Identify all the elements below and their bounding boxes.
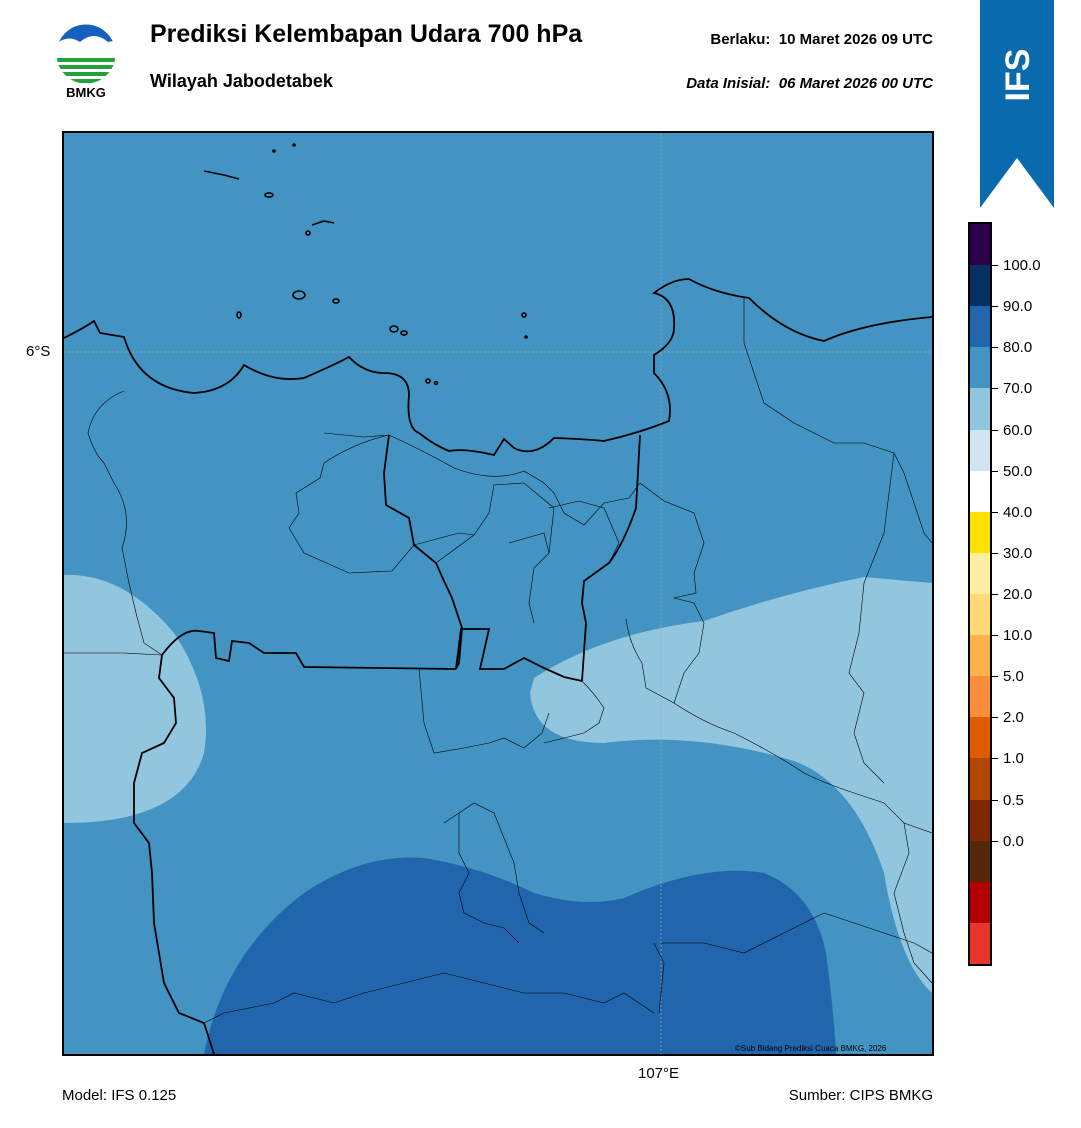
colorbar-tick xyxy=(992,676,998,678)
ribbon-text: IFS xyxy=(999,49,1037,102)
colorbar-tick-label: 50.0 xyxy=(1003,462,1033,480)
source-label: Sumber: CIPS BMKG xyxy=(788,1087,933,1104)
colorbar-segment xyxy=(970,594,990,636)
colorbar-tick xyxy=(992,388,998,390)
colorbar-segment xyxy=(970,758,990,801)
page-title: Prediksi Kelembapan Udara 700 hPa xyxy=(150,20,583,48)
colorbar-segment xyxy=(970,429,990,472)
initial-value: 06 Maret 2026 00 UTC xyxy=(778,75,933,92)
colorbar-tick xyxy=(992,511,998,513)
colorbar xyxy=(968,222,992,966)
colorbar-tick-label: 70.0 xyxy=(1003,380,1033,398)
valid-label: Berlaku: xyxy=(710,31,771,48)
colorbar-segment xyxy=(970,635,990,677)
colorbar-tick xyxy=(992,635,998,637)
colorbar-tick-label: 100.0 xyxy=(1003,257,1041,275)
colorbar-tick xyxy=(992,758,998,760)
colorbar-segment xyxy=(970,881,990,924)
colorbar-segment xyxy=(970,265,990,307)
colorbar-tick xyxy=(992,347,998,349)
colorbar-segment xyxy=(970,799,990,842)
colorbar-tick-label: 40.0 xyxy=(1003,503,1033,521)
colorbar-tick xyxy=(992,552,998,554)
ifs-ribbon xyxy=(980,0,1054,208)
logo-text: BMKG xyxy=(66,85,106,100)
model-label: Model: IFS 0.125 xyxy=(62,1087,177,1104)
colorbar-segment xyxy=(970,224,990,266)
colorbar-tick-label: 5.0 xyxy=(1003,668,1024,686)
colorbar-segment xyxy=(970,922,990,965)
colorbar-tick xyxy=(992,429,998,431)
colorbar-segment xyxy=(970,306,990,348)
colorbar-segment xyxy=(970,388,990,431)
colorbar-tick-label: 0.0 xyxy=(1003,832,1024,850)
page-subtitle: Wilayah Jabodetabek xyxy=(150,71,333,91)
latitude-label: 6°S xyxy=(26,343,51,360)
valid-time: Berlaku: 10 Maret 2026 09 UTC xyxy=(710,31,933,48)
colorbar-tick-label: 10.0 xyxy=(1003,627,1033,645)
colorbar-segment xyxy=(970,470,990,513)
colorbar-segment xyxy=(970,717,990,759)
colorbar-tick-label: 80.0 xyxy=(1003,339,1033,357)
colorbar-tick xyxy=(992,470,998,472)
initial-time: Data Inisial: 06 Maret 2026 00 UTC xyxy=(686,75,933,92)
humidity-map xyxy=(62,131,934,1056)
ifs-ribbon-label: IFS xyxy=(999,49,1037,102)
colorbar-tick xyxy=(992,306,998,308)
colorbar-tick xyxy=(992,265,998,267)
colorbar-tick xyxy=(992,717,998,719)
colorbar-tick-label: 90.0 xyxy=(1003,298,1033,316)
colorbar-segment xyxy=(970,676,990,718)
colorbar-tick-label: 2.0 xyxy=(1003,709,1024,727)
colorbar-tick-label: 20.0 xyxy=(1003,586,1033,603)
colorbar-tick xyxy=(992,840,998,842)
initial-label: Data Inisial: xyxy=(686,75,771,92)
colorbar-tick-label: 60.0 xyxy=(1003,421,1033,439)
bmkg-logo-icon xyxy=(55,23,117,85)
colorbar-tick xyxy=(992,594,998,595)
colorbar-segment xyxy=(970,840,990,883)
colorbar-segment xyxy=(970,347,990,389)
longitude-label: 107°E xyxy=(638,1065,680,1082)
valid-value: 10 Maret 2026 09 UTC xyxy=(778,31,933,48)
colorbar-tick-label: 1.0 xyxy=(1003,750,1024,768)
colorbar-tick-label: 0.5 xyxy=(1003,791,1024,809)
colorbar-tick xyxy=(992,799,998,801)
colorbar-segment xyxy=(970,511,990,554)
colorbar-tick-label: 30.0 xyxy=(1003,544,1033,562)
colorbar-segment xyxy=(970,552,990,595)
map-credit: ©Sub Bidang Prediksi Cuaca BMKG, 2026 xyxy=(735,1044,887,1053)
